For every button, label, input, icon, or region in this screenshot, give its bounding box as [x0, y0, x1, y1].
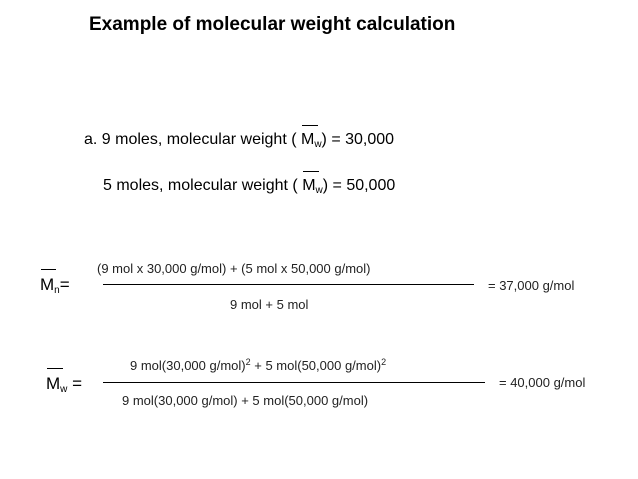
mw-equals: =: [72, 374, 83, 393]
mw-label: Mw =: [46, 368, 83, 395]
mw-numerator: 9 mol(30,000 g/mol)2 + 5 mol(50,000 g/mo…: [130, 357, 387, 373]
mw-symbol-1: Mw: [300, 125, 322, 150]
mw-symbol-2: Mw: [302, 171, 323, 196]
mn-denominator: 9 mol + 5 mol: [230, 297, 309, 312]
given-line-1-suffix: ) = 30,000: [321, 131, 395, 148]
mw-denominator: 9 mol(30,000 g/mol) + 5 mol(50,000 g/mol…: [122, 393, 369, 408]
given-line-1-prefix: a. 9 moles, molecular weight (: [84, 131, 301, 148]
mn-fraction-bar: [103, 284, 474, 285]
given-line-1: a. 9 moles, molecular weight ( Mw) = 30,…: [84, 125, 395, 150]
mw-result: = 40,000 g/mol: [499, 375, 586, 390]
mn-label: Mn=: [40, 269, 70, 296]
mn-result: = 37,000 g/mol: [488, 278, 575, 293]
mn-numerator: (9 mol x 30,000 g/mol) + (5 mol x 50,000…: [97, 261, 371, 276]
given-line-2-prefix: 5 moles, molecular weight (: [103, 177, 303, 194]
given-line-2: 5 moles, molecular weight ( Mw) = 50,000: [103, 171, 396, 196]
mn-equals: =: [59, 275, 70, 294]
mw-symbol: Mw: [46, 368, 68, 395]
mn-symbol: Mn: [40, 269, 60, 296]
page-title: Example of molecular weight calculation: [89, 14, 456, 35]
given-line-2-suffix: ) = 50,000: [322, 177, 396, 194]
mw-fraction-bar: [103, 382, 485, 383]
